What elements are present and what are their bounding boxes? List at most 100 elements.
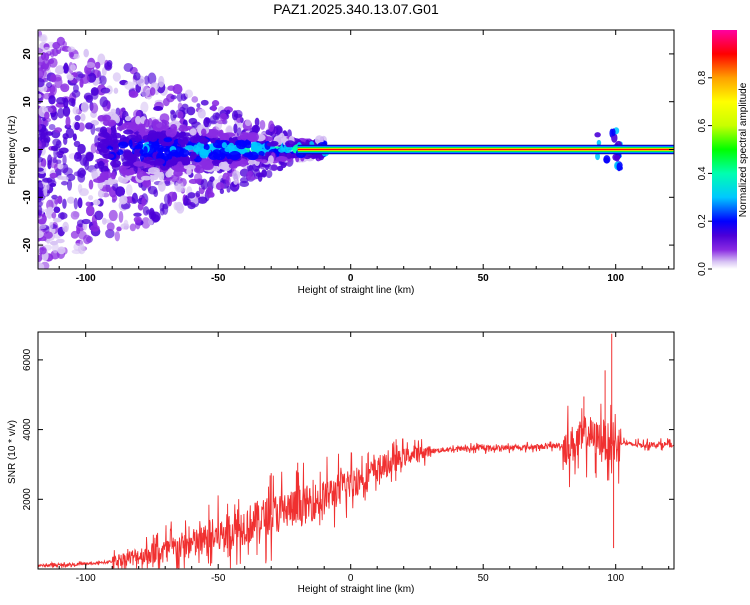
spectrogram-band-blob <box>258 150 265 157</box>
spectrogram-noise-blob <box>141 217 151 229</box>
spectrogram-noise-blob <box>70 64 77 71</box>
spectrogram-band-blob <box>311 153 323 159</box>
spectrogram-x-tick-label: 0 <box>348 273 354 284</box>
spectrogram-noise-blob <box>47 58 55 65</box>
spectrogram-noise-blob <box>85 205 95 217</box>
colorbar-tick-label: 0.8 <box>697 70 708 84</box>
spectrogram-band-blob <box>118 177 129 184</box>
spectrogram-band-blob <box>97 161 105 167</box>
spectrogram-noise-blob <box>94 210 104 221</box>
spectrogram-band-blob <box>101 129 107 134</box>
spectrogram-band-blob <box>247 132 259 142</box>
spectrogram-noise-blob <box>65 127 75 139</box>
spectrogram-noise-blob <box>55 238 65 244</box>
spectrogram-band-blob <box>107 119 117 127</box>
spectrogram-noise-blob <box>128 90 139 98</box>
spectrogram-noise-blob <box>124 81 134 90</box>
spectrogram-band-blob <box>181 156 191 166</box>
spectrogram-noise-blob <box>74 121 80 131</box>
spectrogram-noise-blob <box>77 143 86 155</box>
spectrogram-band-blob <box>219 132 230 141</box>
spectrogram-noise-blob <box>54 198 59 205</box>
spectrogram-noise-blob <box>244 119 252 127</box>
snr-y-axis: 2000 4000 6000 <box>22 348 674 510</box>
spectrogram-noise-blob <box>88 179 94 190</box>
spectrogram-noise-blob <box>101 184 112 193</box>
snr-plot-area <box>38 333 674 569</box>
spectrogram-noise-blob <box>76 170 82 178</box>
spectrogram-x-tick-label: -100 <box>76 273 96 284</box>
spectrogram-band-blob <box>134 145 141 150</box>
spectrogram-noise-blob <box>163 193 171 205</box>
spectrogram-noise-blob <box>66 74 74 81</box>
colorbar-ticks: 0.0 0.2 0.4 0.6 0.8 <box>697 70 712 276</box>
spectrogram-noise-blob <box>38 264 42 269</box>
spectrogram-noise-blob <box>205 186 214 198</box>
spectrogram-noise-blob <box>50 74 57 83</box>
spectrogram-band-blob <box>112 143 120 153</box>
spectrogram-y-tick-label: 0 <box>22 146 33 152</box>
spectrogram-noise-blob <box>123 62 134 72</box>
colorbar: 0.0 0.2 0.4 0.6 0.8 Normalized spectral ampl… <box>697 30 749 276</box>
snr-x-tick-label: -50 <box>211 573 226 584</box>
spectrogram-noise-blob <box>67 46 76 52</box>
spectrogram-band-blob <box>148 167 160 175</box>
spectrogram-band-blob <box>201 160 213 170</box>
spectrogram-band-blob <box>285 140 296 148</box>
spectrogram-noise-blob <box>114 231 121 242</box>
spectrogram-y-tick-label: -10 <box>22 190 33 205</box>
spectrogram-noise-blob <box>63 136 68 145</box>
spectrogram-band-blob <box>203 144 210 151</box>
snr-x-tick-label: -100 <box>76 573 96 584</box>
spectrogram-band-blob <box>150 173 155 183</box>
spectrogram-noise-blob <box>212 112 221 121</box>
spectrogram-band-blob <box>102 119 110 126</box>
spectrogram-noise-blob <box>162 98 170 107</box>
spectrogram-noise-blob <box>79 169 87 177</box>
spectrogram-noise-blob <box>72 106 80 115</box>
spectrogram-noise-blob <box>38 35 47 42</box>
snr-y-label: SNR (10 * v/v) <box>7 420 18 484</box>
spectrogram-noise-blob <box>176 176 183 184</box>
spectrogram-band-blob <box>122 161 132 167</box>
spectrogram-noise-blob <box>71 89 81 98</box>
colorbar-gradient <box>712 30 737 269</box>
spectrogram-noise-blob <box>50 240 58 246</box>
spectrogram-noise-blob <box>97 53 106 65</box>
spectrogram-band-blob <box>144 118 150 128</box>
spectrogram-noise-blob <box>54 127 63 133</box>
spectrogram-band-blob <box>131 153 138 163</box>
spectrogram-band-blob <box>228 142 235 150</box>
snr-x-axis: -100 -50 0 50 100 <box>58 332 670 584</box>
spectrogram-noise-blob <box>177 110 184 119</box>
spectrogram-noise-blob <box>158 181 166 192</box>
spectrogram-band-blob <box>189 128 197 136</box>
spectrogram-band-blob <box>135 115 142 125</box>
spectrogram-band-blob <box>110 171 116 180</box>
spectrogram-noise-blob <box>55 159 62 165</box>
spectrogram-band-blob <box>179 148 190 158</box>
spectrogram-noise-blob <box>211 104 217 112</box>
spectrogram-band-blob <box>178 126 190 132</box>
spectrogram-noise-blob <box>62 167 73 176</box>
spectrogram-noise-blob <box>197 196 208 204</box>
spectrogram-band-blob <box>167 168 173 178</box>
spectrogram-feature-blob <box>596 139 602 147</box>
spectrogram-noise-blob <box>239 177 249 184</box>
spectrogram-noise-blob <box>181 108 189 115</box>
spectrogram-noise-blob <box>133 216 142 223</box>
spectrogram-noise-blob <box>90 224 100 232</box>
spectrogram-noise-blob <box>44 111 50 120</box>
spectrogram-band-blob <box>176 161 183 167</box>
spectrogram-noise-blob <box>66 179 73 191</box>
spectrogram-noise-blob <box>77 197 83 209</box>
spectrogram-noise-blob <box>48 95 56 105</box>
snr-x-tick-label: 100 <box>607 573 624 584</box>
spectrogram-noise-blob <box>46 206 54 215</box>
spectrogram-band-blob <box>98 140 109 149</box>
spectrogram-noise-blob <box>80 113 86 122</box>
spectrogram-noise-blob <box>41 84 48 92</box>
spectrogram-noise-blob <box>77 73 86 79</box>
spectrogram-noise-blob <box>150 211 161 223</box>
